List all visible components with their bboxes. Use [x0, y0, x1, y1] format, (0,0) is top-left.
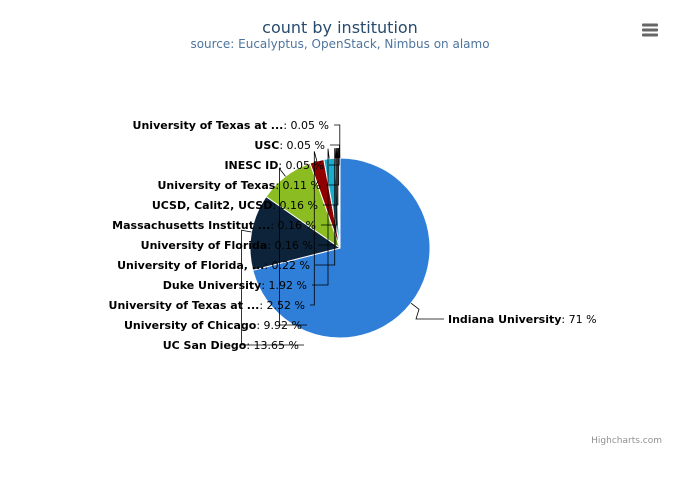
data-label-value: : 2.52 % [259, 299, 305, 312]
data-label-3-university-of-texas-at: University of Texas at ...: 2.52 % [109, 299, 305, 312]
data-label-8-ucsd-calit2-ucsd: UCSD, Calit2, UCSD: 0.16 % [152, 199, 318, 212]
data-label-value: : 0.11 % [275, 179, 321, 192]
connector-12 [334, 124, 341, 159]
data-label-name: USC [254, 139, 279, 152]
chart-menu-button[interactable] [638, 18, 662, 40]
connector-1 [241, 229, 304, 346]
hamburger-menu-icon [642, 23, 658, 37]
data-label-name: Indiana University [448, 313, 561, 326]
data-label-value: : 0.05 % [283, 119, 329, 132]
data-label-name: Duke University [163, 279, 262, 292]
connector-3 [310, 151, 318, 306]
data-label-name: University of Florida [141, 239, 268, 252]
data-label-name: INESC ID [224, 159, 278, 172]
data-label-2-university-of-chicago: University of Chicago: 9.92 % [124, 319, 302, 332]
connector-7 [321, 147, 338, 226]
data-label-name: UCSD, Calit2, UCSD [152, 199, 273, 212]
connector-5 [315, 148, 336, 266]
connector-6 [318, 148, 337, 246]
data-label-value: : 13.65 % [246, 339, 299, 352]
data-label-name: University of Texas at ... [109, 299, 260, 312]
data-label-value: : 0.16 % [267, 239, 313, 252]
data-label-name: Massachusetts Institut ... [112, 219, 270, 232]
data-label-5-university-of-florida: University of Florida, ...: 0.22 % [117, 259, 310, 272]
data-label-value: : 0.16 % [272, 199, 318, 212]
connector-0 [410, 302, 444, 320]
connector-9 [326, 147, 340, 186]
data-label-name: University of Chicago [124, 319, 257, 332]
data-label-name: UC San Diego [163, 339, 247, 352]
data-label-value: : 1.92 % [261, 279, 307, 292]
data-label-value: : 0.16 % [270, 219, 316, 232]
chart-title: count by institution [262, 18, 418, 37]
data-label-name: University of Florida, ... [117, 259, 264, 272]
data-label-name: University of Texas at ... [133, 119, 284, 132]
data-label-11-usc: USC: 0.05 % [254, 139, 325, 152]
pie-slice-1-uc-san-diego[interactable] [249, 196, 341, 271]
data-label-9-university-of-texas: University of Texas: 0.11 % [157, 179, 321, 192]
data-label-7-massachusetts-institut: Massachusetts Institut ...: 0.16 % [112, 219, 316, 232]
data-label-6-university-of-florida: University of Florida: 0.16 % [141, 239, 313, 252]
data-label-value: : 0.05 % [278, 159, 324, 172]
pie-slice-0-indiana-university[interactable] [252, 157, 431, 339]
credits-link[interactable]: Highcharts.com [591, 436, 662, 446]
data-label-value: : 0.22 % [264, 259, 310, 272]
data-label-10-inesc-id: INESC ID: 0.05 % [224, 159, 324, 172]
data-label-name: University of Texas [157, 179, 275, 192]
data-label-value: : 71 % [561, 313, 596, 326]
connector-8 [323, 147, 339, 206]
data-label-value: : 0.05 % [279, 139, 325, 152]
label-connectors [241, 124, 444, 346]
data-label-4-duke-university: Duke University: 1.92 % [163, 279, 307, 292]
connector-4 [312, 148, 330, 286]
data-label-1-uc-san-diego: UC San Diego: 13.65 % [163, 339, 299, 352]
data-label-0-indiana-university: Indiana University: 71 % [448, 313, 597, 326]
chart-subtitle: source: Eucalyptus, OpenStack, Nimbus on… [190, 37, 489, 51]
data-label-12-university-of-texas-at: University of Texas at ...: 0.05 % [133, 119, 329, 132]
data-labels: Indiana University: 71 % UC San Diego: 13… [109, 119, 597, 352]
data-label-value: : 9.92 % [256, 319, 302, 332]
connector-2 [279, 167, 307, 326]
